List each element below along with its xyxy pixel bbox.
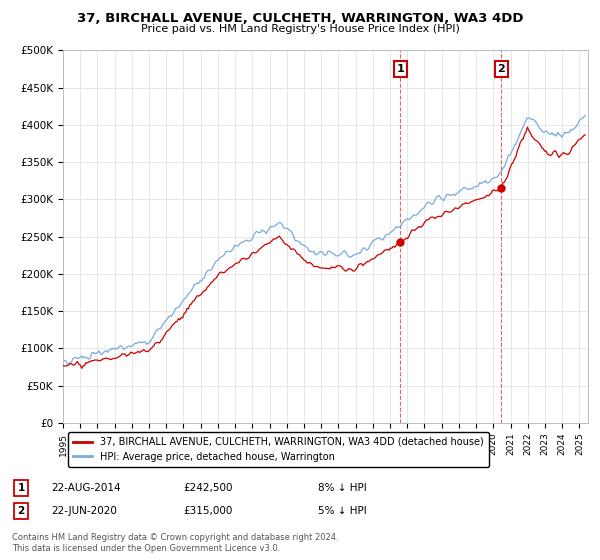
Text: £242,500: £242,500	[183, 483, 233, 493]
Text: 22-JUN-2020: 22-JUN-2020	[51, 506, 117, 516]
Text: 37, BIRCHALL AVENUE, CULCHETH, WARRINGTON, WA3 4DD: 37, BIRCHALL AVENUE, CULCHETH, WARRINGTO…	[77, 12, 523, 25]
Text: Price paid vs. HM Land Registry's House Price Index (HPI): Price paid vs. HM Land Registry's House …	[140, 24, 460, 34]
Legend: 37, BIRCHALL AVENUE, CULCHETH, WARRINGTON, WA3 4DD (detached house), HPI: Averag: 37, BIRCHALL AVENUE, CULCHETH, WARRINGTO…	[68, 432, 488, 466]
Text: 2: 2	[17, 506, 25, 516]
Text: 5% ↓ HPI: 5% ↓ HPI	[318, 506, 367, 516]
Text: 2: 2	[497, 64, 505, 74]
Text: 1: 1	[17, 483, 25, 493]
Text: £315,000: £315,000	[183, 506, 232, 516]
Text: 8% ↓ HPI: 8% ↓ HPI	[318, 483, 367, 493]
Text: Contains HM Land Registry data © Crown copyright and database right 2024.
This d: Contains HM Land Registry data © Crown c…	[12, 534, 338, 553]
Text: 22-AUG-2014: 22-AUG-2014	[51, 483, 121, 493]
Text: 1: 1	[397, 64, 404, 74]
